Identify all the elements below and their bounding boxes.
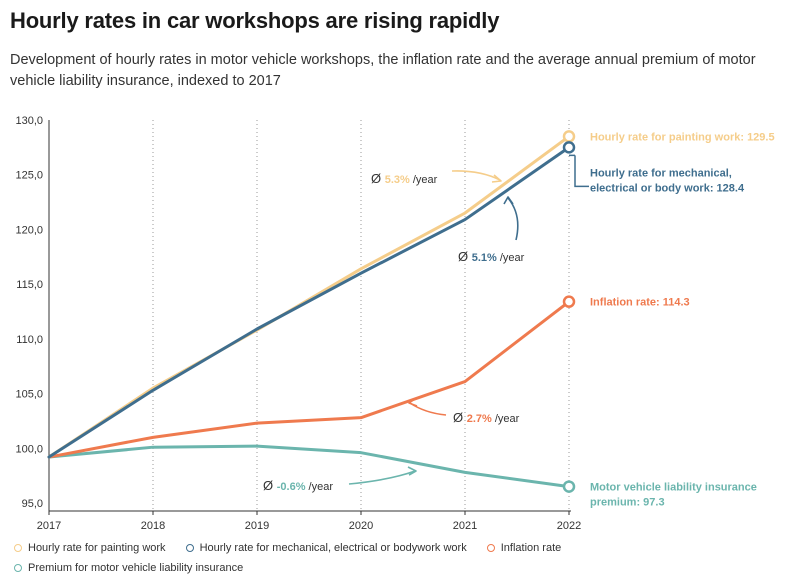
- x-tick-label: 2017: [37, 520, 61, 532]
- series-line: [47, 444, 571, 489]
- legend-label: Premium for motor vehicle liability insu…: [28, 562, 244, 574]
- series-line: [47, 300, 571, 459]
- average-growth-annotation: Ø 2.7% /year: [453, 410, 520, 425]
- chart-legend: Hourly rate for painting work Hourly rate…: [14, 542, 784, 574]
- line-chart: 95,0 100,0 105,0 110,0 115,0 120,0 125,0 130,0 2…: [15, 115, 775, 532]
- y-tick-label: 110,0: [16, 334, 43, 346]
- y-tick-label: 100,0: [15, 443, 43, 455]
- annotation-arrow: [507, 197, 519, 241]
- legend-marker-icon: [14, 544, 22, 552]
- annotation-arrowhead: [503, 196, 514, 205]
- x-tick-label: 2018: [141, 520, 165, 532]
- legend-marker-icon: [185, 544, 194, 552]
- series-end-marker: [562, 295, 576, 308]
- series-end-label: Inflation rate: 114.3: [590, 297, 690, 309]
- label-leader: [574, 155, 589, 188]
- series-end-label: Motor vehicle liability insurance premium…: [590, 482, 757, 509]
- annotation-arrowhead: [408, 398, 418, 407]
- legend-item: Premium for motor vehicle liability insu…: [14, 562, 243, 574]
- series-line: [47, 145, 571, 459]
- annotation-arrowhead: [407, 466, 417, 476]
- average-growth-annotation: Ø 5.3% /year: [371, 171, 438, 186]
- annotation-arrowhead: [491, 174, 502, 183]
- legend-item: Hourly rate for mechanical, electrical o…: [185, 542, 467, 554]
- legend-label: Hourly rate for painting work: [28, 542, 166, 554]
- x-tick-label: 2020: [349, 520, 373, 532]
- x-tick-label: 2021: [453, 520, 477, 532]
- annotation-arrow: [451, 170, 501, 181]
- series-line: [47, 134, 571, 459]
- legend-item: Inflation rate: [486, 542, 562, 554]
- series-end-label: Hourly rate for mechanical, electrical or…: [590, 167, 745, 194]
- series-end-marker: [562, 130, 576, 143]
- legend-label: Hourly rate for mechanical, electrical o…: [199, 542, 467, 554]
- series-end-marker: [562, 480, 576, 493]
- series-end-marker: [562, 141, 576, 154]
- y-tick-label: 105,0: [15, 389, 43, 401]
- chart-subtitle: Development of hourly rates in motor veh…: [10, 52, 756, 89]
- y-tick-label: 120,0: [15, 224, 43, 236]
- average-growth-annotation: Ø -0.6% /year: [263, 478, 333, 493]
- annotation-arrow: [348, 470, 416, 485]
- legend-marker-icon: [486, 544, 495, 552]
- y-tick-label: 95,0: [22, 498, 43, 510]
- x-tick-label: 2019: [245, 520, 269, 532]
- chart-title: Hourly rates in car workshops are rising…: [10, 8, 500, 33]
- series-end-label: Hourly rate for painting work: 129.5: [590, 131, 775, 143]
- y-tick-label: 115,0: [16, 279, 43, 291]
- legend-label: Inflation rate: [500, 542, 562, 554]
- average-growth-annotation: Ø 5.1% /year: [458, 249, 525, 264]
- x-tick-label: 2022: [557, 520, 581, 532]
- legend-item: Hourly rate for painting work: [14, 542, 166, 554]
- y-tick-label: 130,0: [15, 115, 43, 127]
- legend-marker-icon: [14, 564, 22, 572]
- y-tick-label: 125,0: [15, 170, 43, 182]
